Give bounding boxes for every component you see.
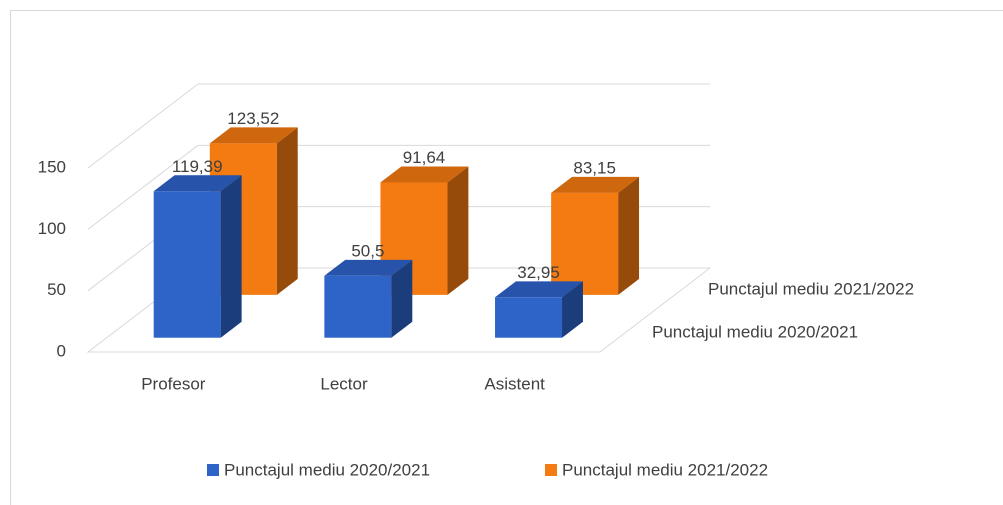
grid-line (87, 83, 199, 169)
legend-swatch (545, 464, 557, 476)
x-tick-label: Profesor (141, 374, 206, 393)
data-label: 123,52 (227, 109, 279, 128)
bar-top (209, 127, 298, 144)
bar (551, 176, 640, 295)
legend-label: Punctajul mediu 2021/2022 (562, 460, 768, 479)
bar-top-shade (209, 127, 298, 144)
bar (153, 175, 242, 338)
bar (324, 259, 413, 338)
bar-top-shade (153, 175, 242, 192)
depth-label: Punctajul mediu 2021/2022 (708, 279, 914, 298)
bar-side-shade (618, 176, 640, 295)
legend-label: Punctajul mediu 2020/2021 (224, 460, 430, 479)
data-label: 119,39 (172, 157, 223, 176)
bar-top-shade (551, 176, 640, 193)
bar-top-shade (380, 166, 469, 183)
bar-side (447, 166, 469, 295)
bar (380, 166, 469, 295)
bar-side-shade (276, 127, 298, 295)
bar-side-shade (562, 281, 583, 338)
grid-line (87, 144, 199, 230)
y-tick-label: 100 (38, 219, 66, 238)
bar-front (495, 297, 563, 338)
bar-side (391, 259, 413, 338)
bar-top (324, 259, 413, 276)
bar-front (551, 192, 619, 295)
x-tick-label: Lector (320, 374, 368, 393)
bar-side-shade (447, 166, 469, 295)
chart-border (10, 10, 1003, 505)
bar-top-shade (324, 259, 413, 276)
x-tick-label: Asistent (484, 374, 545, 393)
data-label: 50,5 (351, 241, 384, 260)
depth-label: Punctajul mediu 2020/2021 (652, 322, 858, 341)
bar-side-shade (220, 175, 242, 338)
bar-front (153, 191, 221, 338)
data-label: 91,64 (403, 148, 446, 167)
bar-side (276, 127, 298, 295)
bar-top (495, 281, 583, 298)
y-tick-label: 50 (47, 280, 66, 299)
bar (495, 281, 583, 338)
bar-front (324, 275, 392, 338)
data-label: 83,15 (573, 158, 616, 177)
y-tick-label: 0 (57, 341, 66, 360)
bar-side (562, 281, 583, 338)
legend-swatch (207, 464, 219, 476)
bar-side-shade (391, 259, 413, 338)
bar-top (551, 176, 640, 193)
bar-top-shade (495, 281, 583, 298)
bar-top (153, 175, 242, 192)
y-tick-label: 150 (38, 157, 66, 176)
bar-side (618, 176, 640, 295)
bar-top (380, 166, 469, 183)
bar-side (220, 175, 242, 338)
data-label: 32,95 (517, 263, 560, 282)
